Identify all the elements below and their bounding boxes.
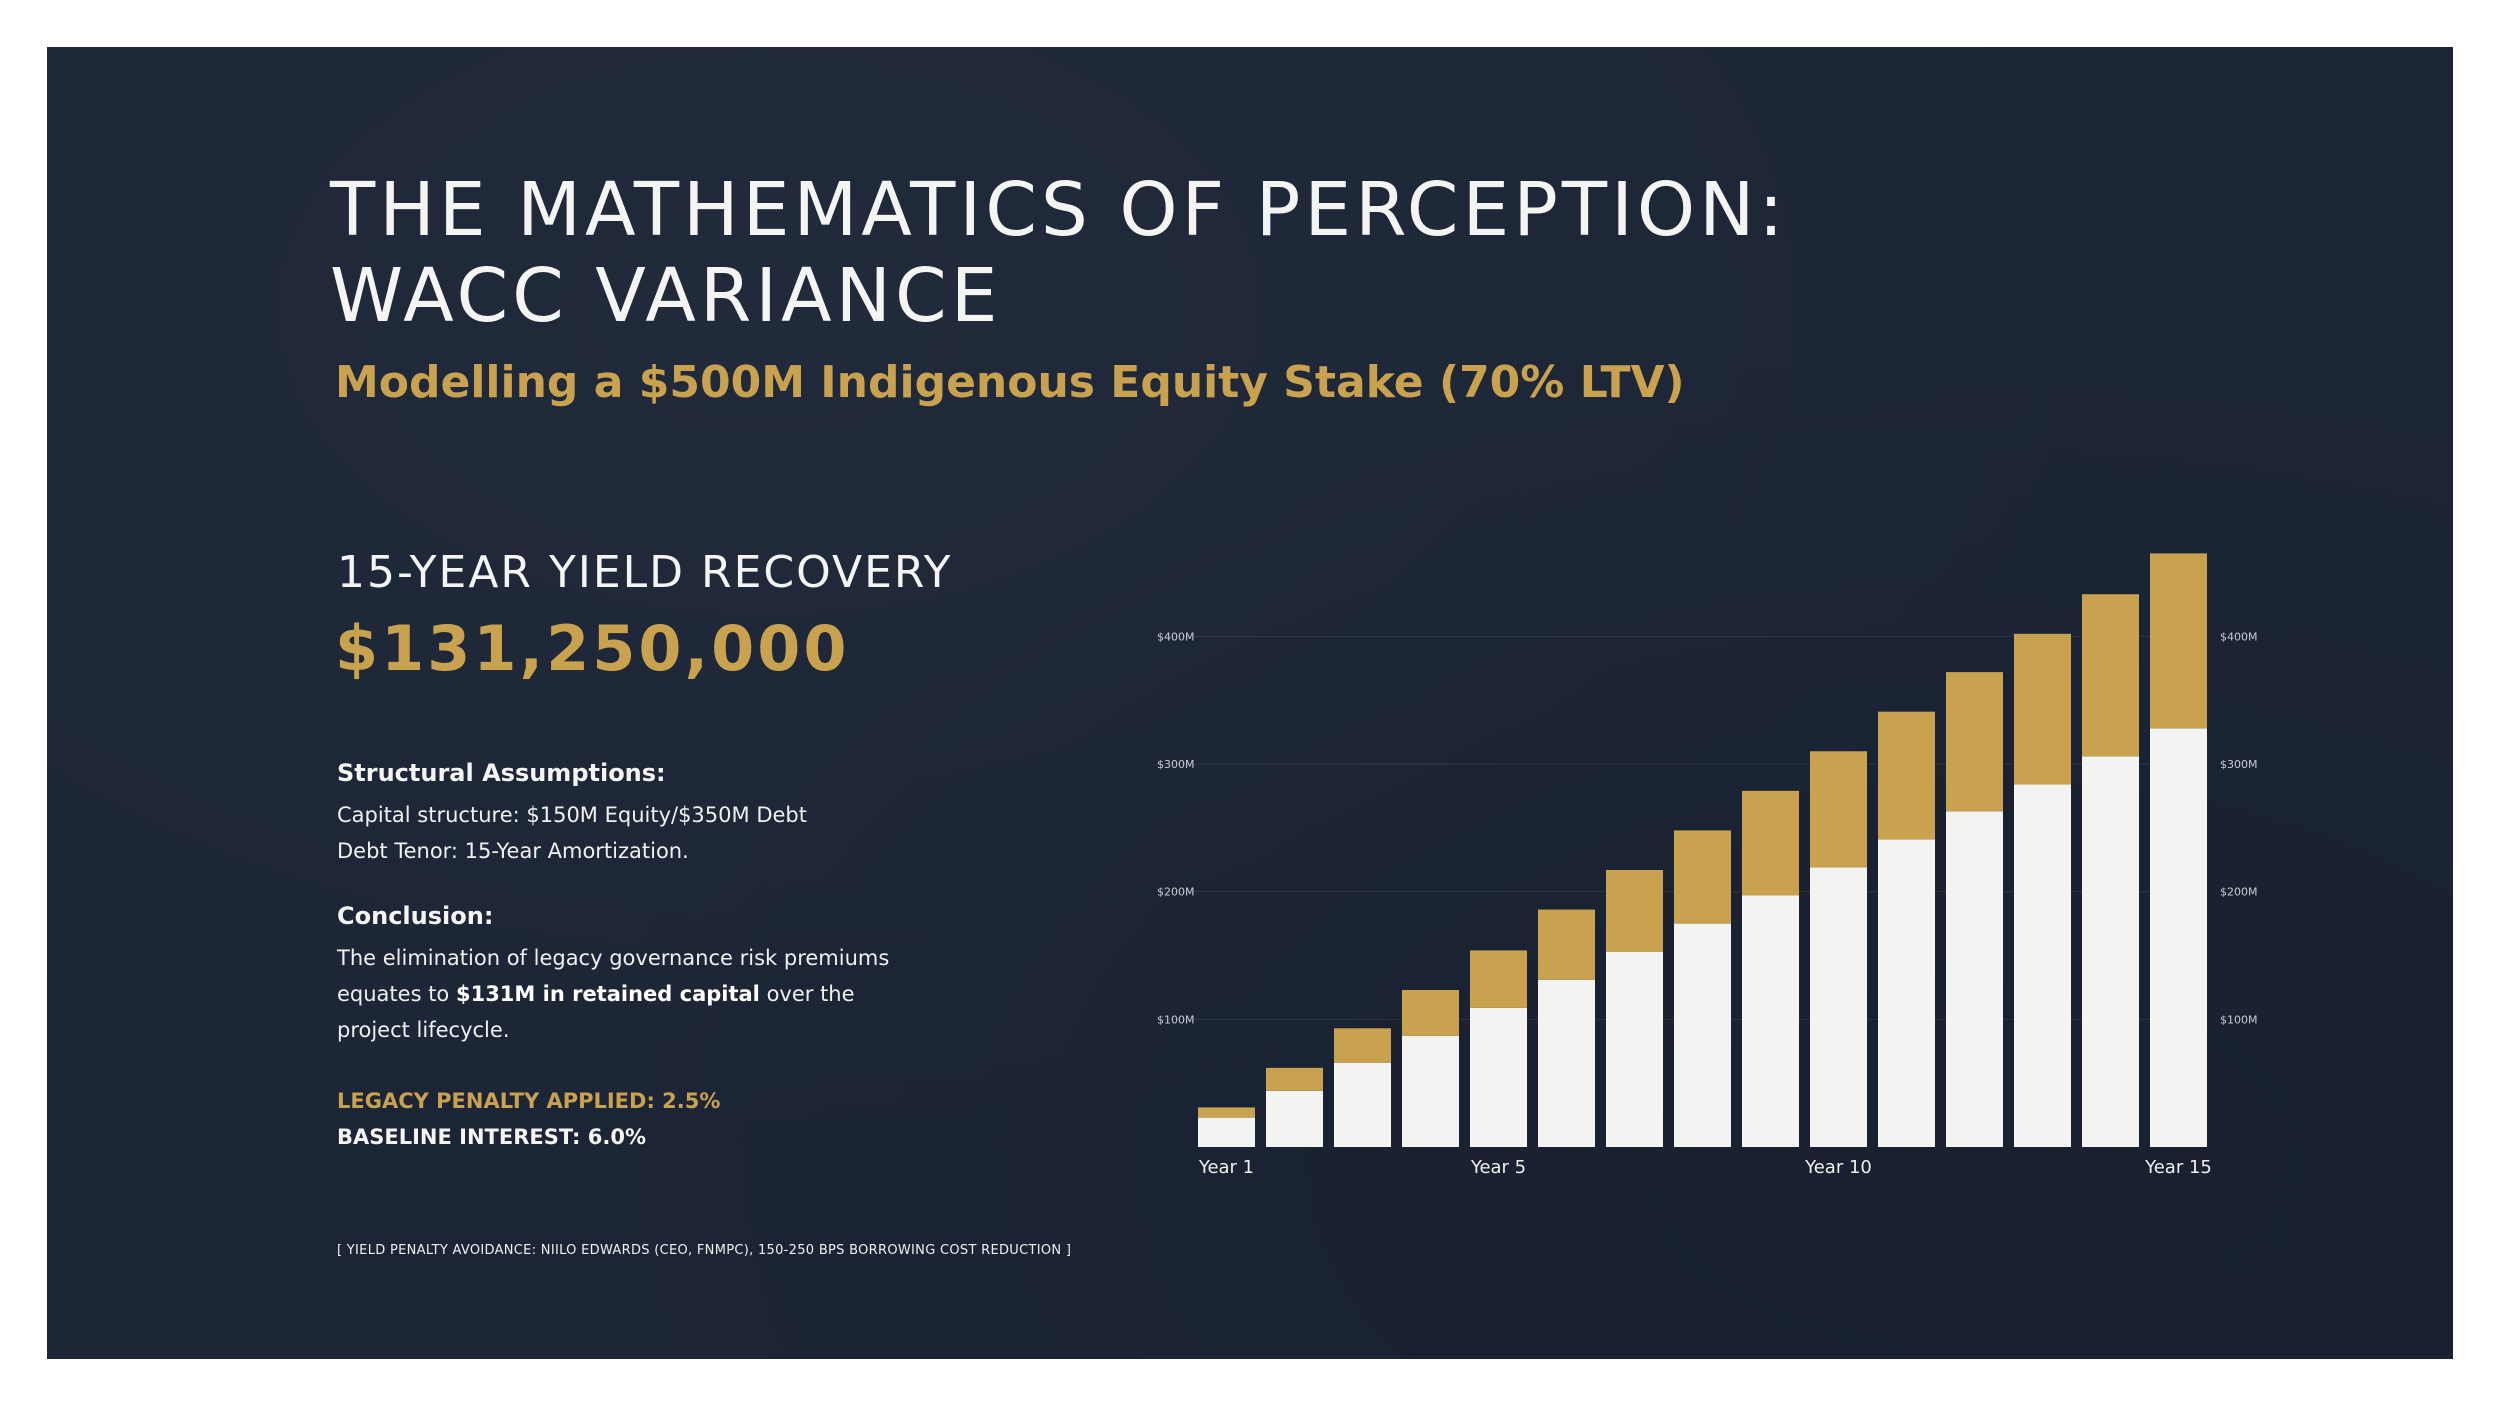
y-tick-label-right: $400M: [2220, 630, 2258, 643]
y-tick-label-left: $400M: [1157, 630, 1195, 643]
x-tick-label: Year 5: [1470, 1157, 1526, 1178]
assumption-debt-tenor: Debt Tenor: 15-Year Amortization.: [337, 839, 689, 863]
page-subtitle: Modelling a $500M Indigenous Equity Stak…: [335, 357, 1685, 408]
bar-base-segment: [1334, 1062, 1391, 1147]
bar-top-segment: [1538, 909, 1595, 980]
bar-base-segment: [1674, 923, 1731, 1147]
y-tick-label-right: $100M: [2220, 1013, 2258, 1026]
bar-base-segment: [1266, 1090, 1323, 1147]
assumption-capital-structure: Capital structure: $150M Equity/$350M De…: [337, 803, 807, 827]
bar-base-segment: [2014, 784, 2071, 1147]
bar-top-segment: [2150, 553, 2207, 729]
slide-background: THE MATHEMATICS OF PERCEPTION: WACC VARI…: [47, 47, 2453, 1359]
x-tick-label: Year 10: [1804, 1157, 1872, 1178]
bar-base-segment: [1946, 811, 2003, 1147]
bar-base-segment: [1198, 1117, 1255, 1147]
legacy-penalty-rate: LEGACY PENALTY APPLIED: 2.5%: [337, 1089, 721, 1113]
y-tick-label-left: $300M: [1157, 758, 1195, 771]
conclusion-text-highlight: $131M in retained capital: [455, 982, 760, 1006]
bar-top-segment: [1266, 1067, 1323, 1091]
conclusion-text-end: over the project lifecycle.: [337, 982, 855, 1042]
bar-top-segment: [1946, 672, 2003, 812]
bar-top-segment: [1810, 751, 1867, 868]
bar-top-segment: [2082, 594, 2139, 757]
bar-base-segment: [1470, 1007, 1527, 1147]
bar-top-segment: [1198, 1107, 1255, 1118]
page-title: THE MATHEMATICS OF PERCEPTION: WACC VARI…: [330, 167, 1830, 339]
bar-base-segment: [1878, 839, 1935, 1147]
bar-base-segment: [1742, 895, 1799, 1147]
assumptions-heading: Structural Assumptions:: [337, 759, 666, 787]
source-footnote: [ YIELD PENALTY AVOIDANCE: NIILO EDWARDS…: [337, 1243, 1072, 1258]
bar-base-segment: [1606, 951, 1663, 1147]
bar-base-segment: [2150, 728, 2207, 1147]
y-tick-label-right: $200M: [2220, 886, 2258, 899]
bar-base-segment: [2082, 756, 2139, 1147]
y-tick-label-left: $200M: [1157, 886, 1195, 899]
bar-top-segment: [1878, 711, 1935, 840]
bar-top-segment: [1402, 989, 1459, 1036]
bar-top-segment: [1674, 830, 1731, 924]
conclusion-text-start: The elimination of legacy governance ris…: [337, 946, 890, 1006]
bar-top-segment: [1470, 950, 1527, 1008]
bar-base-segment: [1538, 979, 1595, 1147]
bar-base-segment: [1402, 1035, 1459, 1147]
x-tick-label: Year 1: [1198, 1157, 1254, 1178]
bar-top-segment: [1606, 869, 1663, 952]
bar-top-segment: [1742, 790, 1799, 896]
bar-base-segment: [1810, 867, 1867, 1147]
baseline-interest-rate: BASELINE INTEREST: 6.0%: [337, 1125, 646, 1149]
kpi-label: 15-YEAR YIELD RECOVERY: [337, 547, 953, 598]
bar-top-segment: [2014, 633, 2071, 785]
conclusion-heading: Conclusion:: [337, 902, 494, 930]
kpi-value: $131,250,000: [335, 612, 850, 685]
y-tick-label-right: $300M: [2220, 758, 2258, 771]
x-tick-label: Year 15: [2144, 1157, 2212, 1178]
title-line-2: WACC VARIANCE: [330, 253, 1002, 339]
bar-top-segment: [1334, 1028, 1391, 1063]
y-tick-label-left: $100M: [1157, 1013, 1195, 1026]
stacked-bar-chart: $100M $100M $200M $200M $300M $300M $400M $400M…: [1157, 553, 2258, 1178]
title-line-1: THE MATHEMATICS OF PERCEPTION:: [330, 167, 1788, 253]
conclusion-text: The elimination of legacy governance ris…: [337, 940, 897, 1048]
